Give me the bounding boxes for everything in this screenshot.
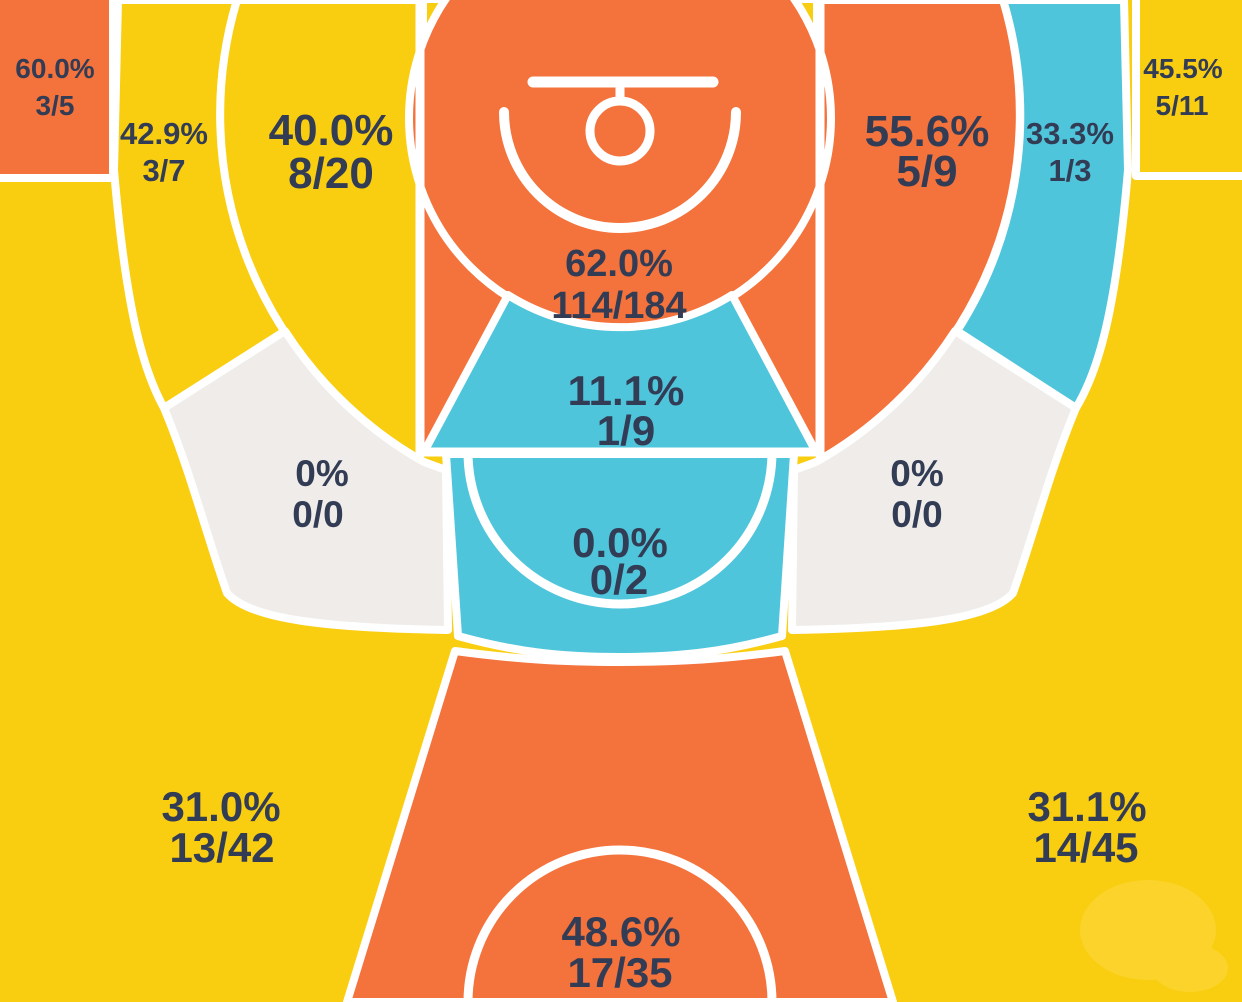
zone-labels: 60.0% 3/5 42.9% 3/7 40.0% 8/20 62.0% 114… (15, 53, 1222, 996)
label-close-range-fraction: 114/184 (551, 285, 686, 327)
label-right-elbow-midrange-fraction: 5/9 (896, 147, 957, 196)
zone-paint (420, 291, 820, 456)
label-free-throw-area-pct: 0.0% (572, 519, 668, 566)
label-right-wing-three-fraction: 14/45 (1033, 824, 1138, 871)
basket-icon (499, 76, 741, 233)
zone-right-corner-three (1132, 0, 1242, 180)
label-left-corner-three-pct: 60.0% (15, 53, 94, 84)
watermark-blot (1080, 880, 1228, 992)
paint-border-line (415, 0, 825, 457)
label-right-elbow-midrange-pct: 55.6% (865, 107, 990, 156)
label-left-wing-midrange-fraction: 0/0 (292, 494, 343, 535)
label-paint-fraction: 1/9 (597, 407, 655, 454)
rim-circle (585, 96, 655, 166)
zone-top-of-arc-three (343, 647, 897, 1002)
zone-left-wing-midrange (160, 327, 452, 634)
label-top-of-arc-three-pct: 48.6% (561, 908, 680, 955)
label-right-wing-three-pct: 31.1% (1027, 783, 1146, 830)
label-top-of-arc-three-fraction: 17/35 (567, 949, 672, 996)
restricted-area-arc (499, 107, 741, 233)
zone-free-throw-area (442, 450, 798, 661)
label-left-elbow-midrange-fraction: 8/20 (288, 149, 374, 198)
label-right-corner-three-fraction: 5/11 (1156, 90, 1209, 121)
label-paint-pct: 11.1% (568, 367, 685, 414)
free-throw-circle-line (463, 451, 777, 609)
label-left-wing-midrange-pct: 0% (295, 453, 348, 494)
zone-left-corner-three (0, 0, 117, 182)
label-right-wing-midrange-fraction: 0/0 (891, 494, 942, 535)
label-right-baseline-midrange-pct: 33.3% (1026, 116, 1114, 151)
label-close-range-pct: 62.0% (565, 243, 673, 285)
zone-right-wing-midrange (788, 327, 1080, 634)
label-left-wing-three-pct: 31.0% (161, 783, 280, 830)
label-left-elbow-midrange-pct: 40.0% (269, 106, 394, 155)
label-right-wing-midrange-pct: 0% (890, 453, 943, 494)
center-circle-line (463, 845, 777, 1002)
label-right-baseline-midrange-fraction: 1/3 (1048, 153, 1091, 188)
court-lines (415, 0, 825, 1002)
label-left-corner-three-fraction: 3/5 (36, 90, 75, 121)
label-left-baseline-midrange-pct: 42.9% (120, 116, 208, 151)
label-left-baseline-midrange-fraction: 3/7 (142, 153, 185, 188)
label-free-throw-area-fraction: 0/2 (590, 556, 648, 603)
label-left-wing-three-fraction: 13/42 (169, 824, 274, 871)
label-right-corner-three-pct: 45.5% (1143, 53, 1222, 84)
